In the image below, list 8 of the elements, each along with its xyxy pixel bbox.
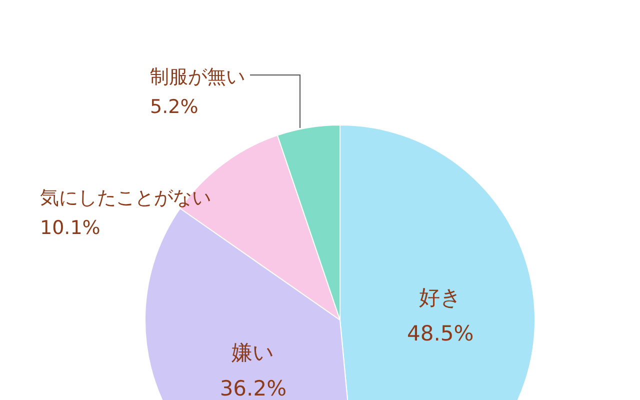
- data-label: 36.2%: [220, 376, 287, 400]
- slice-label: 気にしたことがない: [40, 187, 211, 209]
- data-label: 5.2%: [150, 96, 198, 118]
- data-label: 10.1%: [40, 217, 100, 239]
- slice-label: 好き: [418, 285, 462, 310]
- data-label: 48.5%: [407, 321, 474, 346]
- slice-label: 制服が無い: [150, 66, 245, 88]
- slice-label: 嫌い: [232, 340, 275, 365]
